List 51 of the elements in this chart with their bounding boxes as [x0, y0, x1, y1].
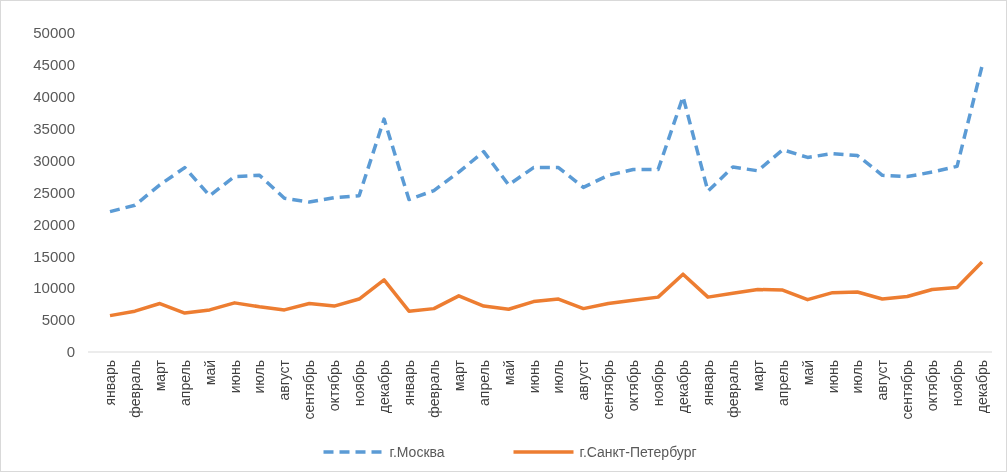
line-series [108, 260, 984, 318]
x-tick-label: февраль [724, 360, 741, 418]
x-tick-label: январь [699, 360, 716, 406]
x-tick-label: октябрь [924, 360, 941, 412]
x-tick-label: май [799, 360, 816, 386]
legend-label: г.Санкт-Петербург [579, 443, 697, 460]
x-tick-label: ноябрь [351, 360, 368, 407]
x-tick-label: май [500, 360, 517, 386]
x-tick-label: октябрь [625, 360, 642, 412]
x-tick-label: ноябрь [650, 360, 667, 407]
y-tick-label: 10000 [33, 279, 75, 297]
x-tick-label: февраль [425, 360, 442, 418]
y-tick-label: 15000 [33, 247, 75, 265]
x-tick-label: январь [102, 360, 118, 406]
x-tick-label: июнь [824, 360, 841, 394]
y-tick-label: 40000 [33, 88, 75, 106]
x-tick-label: март [450, 359, 467, 392]
x-tick-label: июль [849, 360, 866, 394]
y-tick-label: 20000 [33, 215, 75, 233]
x-tick-label: сентябрь [899, 360, 916, 420]
x-tick-label: август [874, 359, 891, 401]
x-tick-label: сентябрь [600, 360, 617, 420]
x-tick-label: март [151, 359, 168, 392]
legend-label: г.Москва [389, 443, 445, 460]
x-tick-label: декабрь [974, 360, 990, 414]
x-tick-label: февраль [126, 360, 143, 418]
x-tick-label: май [201, 360, 218, 386]
x-tick-label: январь [400, 360, 417, 406]
x-tick-label: июль [550, 360, 567, 394]
x-tick-label: июнь [525, 360, 542, 394]
x-tick-label: июль [251, 360, 268, 394]
x-tick-label: декабрь [376, 360, 393, 414]
x-tick-label: март [749, 359, 766, 392]
y-tick-label: 35000 [33, 119, 75, 137]
y-tick-label: 30000 [33, 151, 75, 169]
y-tick-label: 45000 [33, 56, 75, 74]
x-tick-label: апрель [475, 360, 492, 406]
x-tick-label: октябрь [326, 360, 343, 412]
x-tick-label: июнь [226, 360, 243, 394]
y-tick-label: 0 [66, 343, 75, 361]
x-tick-label: август [575, 359, 592, 401]
x-tick-label: апрель [774, 360, 791, 406]
y-tick-label: 5000 [41, 311, 75, 329]
x-tick-label: декабрь [675, 360, 692, 414]
line-series [108, 64, 984, 214]
y-tick-label: 50000 [33, 24, 75, 42]
x-tick-label: ноябрь [949, 360, 966, 407]
y-tick-label: 25000 [33, 183, 75, 201]
x-tick-label: сентябрь [301, 360, 318, 420]
x-tick-label: апрель [176, 360, 193, 406]
x-tick-label: август [276, 359, 293, 401]
